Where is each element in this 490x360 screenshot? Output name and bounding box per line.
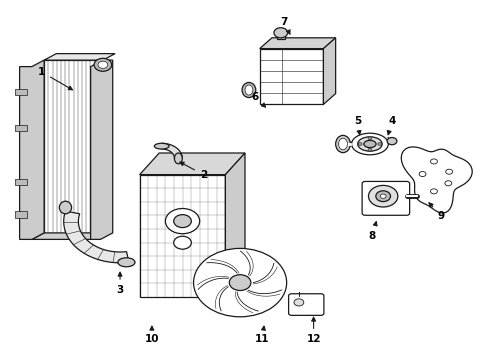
Polygon shape bbox=[225, 153, 245, 297]
Circle shape bbox=[431, 159, 438, 164]
Text: 1: 1 bbox=[38, 67, 73, 90]
Circle shape bbox=[446, 169, 453, 174]
Text: 2: 2 bbox=[180, 162, 207, 180]
Polygon shape bbox=[401, 147, 472, 213]
Circle shape bbox=[380, 194, 386, 198]
Text: 3: 3 bbox=[117, 272, 123, 295]
Polygon shape bbox=[260, 38, 336, 49]
Ellipse shape bbox=[59, 201, 72, 214]
Circle shape bbox=[173, 215, 191, 228]
Text: 11: 11 bbox=[255, 326, 270, 344]
Bar bbox=[15, 89, 27, 95]
Text: 12: 12 bbox=[306, 317, 321, 344]
Circle shape bbox=[431, 189, 438, 194]
Ellipse shape bbox=[364, 140, 376, 148]
Text: 9: 9 bbox=[429, 203, 444, 221]
Text: 4: 4 bbox=[387, 116, 396, 135]
Circle shape bbox=[229, 275, 251, 291]
Ellipse shape bbox=[242, 82, 256, 98]
Polygon shape bbox=[260, 49, 323, 104]
Polygon shape bbox=[64, 211, 129, 263]
Circle shape bbox=[294, 299, 304, 306]
Bar bbox=[15, 125, 27, 131]
Circle shape bbox=[378, 143, 382, 145]
Bar bbox=[277, 32, 285, 39]
Text: 8: 8 bbox=[369, 222, 377, 241]
Polygon shape bbox=[20, 60, 44, 239]
Ellipse shape bbox=[358, 137, 382, 151]
Polygon shape bbox=[140, 175, 225, 297]
Bar bbox=[15, 211, 27, 218]
Circle shape bbox=[173, 236, 191, 249]
Circle shape bbox=[445, 181, 452, 186]
Circle shape bbox=[368, 185, 398, 207]
Polygon shape bbox=[32, 233, 103, 239]
Bar bbox=[15, 179, 27, 185]
Circle shape bbox=[98, 61, 108, 68]
Ellipse shape bbox=[154, 143, 169, 149]
Polygon shape bbox=[44, 54, 115, 60]
Polygon shape bbox=[323, 38, 336, 104]
Circle shape bbox=[368, 148, 372, 151]
Ellipse shape bbox=[339, 138, 347, 150]
Ellipse shape bbox=[336, 135, 350, 153]
Circle shape bbox=[274, 28, 288, 38]
Circle shape bbox=[368, 137, 372, 140]
Circle shape bbox=[194, 248, 287, 317]
Ellipse shape bbox=[174, 153, 182, 164]
Circle shape bbox=[419, 171, 426, 176]
Circle shape bbox=[94, 58, 112, 71]
Polygon shape bbox=[44, 60, 103, 233]
Circle shape bbox=[358, 143, 362, 145]
Text: 10: 10 bbox=[145, 326, 159, 344]
Polygon shape bbox=[140, 153, 245, 175]
Ellipse shape bbox=[245, 85, 253, 95]
Circle shape bbox=[387, 138, 397, 145]
Circle shape bbox=[376, 191, 391, 202]
Circle shape bbox=[165, 208, 200, 234]
Polygon shape bbox=[162, 143, 182, 158]
Text: 6: 6 bbox=[251, 92, 266, 107]
FancyBboxPatch shape bbox=[362, 181, 410, 215]
FancyBboxPatch shape bbox=[289, 294, 324, 315]
Polygon shape bbox=[91, 60, 113, 239]
Text: 7: 7 bbox=[280, 17, 290, 34]
Ellipse shape bbox=[352, 133, 388, 155]
Text: 5: 5 bbox=[354, 116, 361, 135]
Ellipse shape bbox=[118, 258, 135, 267]
